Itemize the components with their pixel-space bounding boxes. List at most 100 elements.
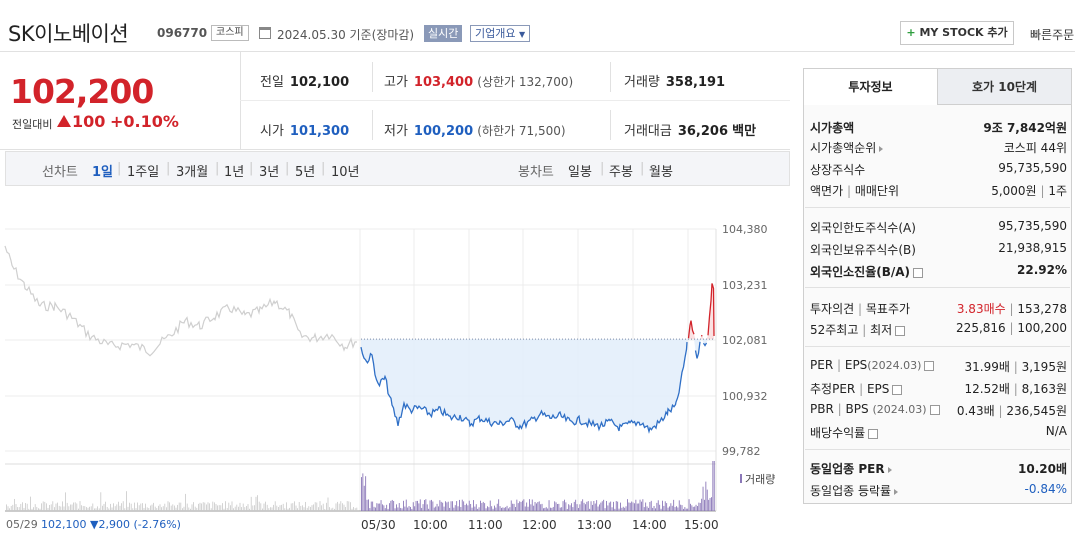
- volume-bar: [606, 500, 607, 511]
- volume-bar: [12, 504, 14, 511]
- volume-bar: [544, 507, 546, 511]
- volume-bar: [564, 499, 565, 511]
- separator: |: [166, 161, 171, 176]
- volume-bar: [457, 506, 459, 511]
- tab-orderbook[interactable]: 호가 10단계: [938, 69, 1071, 105]
- volume-bar: [669, 506, 670, 511]
- volume-bar: [262, 508, 263, 511]
- volume-bar: [540, 504, 542, 511]
- volume-bar: [154, 506, 156, 511]
- volume-bar: [589, 508, 591, 511]
- candle-monthly[interactable]: 월봉: [649, 165, 673, 180]
- volume-bar: [373, 506, 375, 511]
- volume-bar: [233, 508, 234, 511]
- help-icon[interactable]: [868, 428, 879, 439]
- volume-bar: [26, 503, 28, 511]
- volume-bar: [287, 508, 289, 511]
- volume-bar: [190, 508, 191, 511]
- volume-bar: [673, 499, 675, 511]
- volume-bar: [34, 504, 36, 511]
- divider: [805, 346, 1070, 347]
- period-1y[interactable]: 1년: [224, 165, 245, 180]
- volume-bar: [311, 505, 313, 511]
- realtime-button[interactable]: 실시간: [424, 25, 463, 42]
- volume-bar: [555, 502, 557, 511]
- volume-bar: [685, 508, 687, 511]
- market-badge: 코스피: [211, 25, 249, 41]
- volume-bar: [39, 508, 41, 511]
- volume-bar: [111, 507, 113, 511]
- volume-bar: [366, 499, 368, 511]
- volume-bar: [298, 502, 300, 511]
- volume-bar: [87, 507, 89, 511]
- volume-bar: [73, 502, 74, 511]
- volume-bar: [440, 501, 442, 511]
- volume-bar: [492, 508, 494, 511]
- volume-bar: [390, 500, 392, 511]
- add-mystock-button[interactable]: + MY STOCK 추가: [900, 21, 1014, 45]
- volume-bar: [678, 500, 680, 511]
- volume-bar: [552, 506, 554, 511]
- help-icon[interactable]: [924, 360, 935, 371]
- volume-bar: [484, 503, 486, 511]
- volume-bar: [241, 507, 242, 511]
- volume-bar: [652, 507, 654, 511]
- volume-bar: [210, 508, 212, 511]
- volume-bar: [362, 473, 364, 511]
- quick-order-link[interactable]: 빠른주문: [1030, 28, 1075, 42]
- x-tick: 11:00: [468, 518, 503, 532]
- volume-bar: [443, 506, 445, 511]
- volume-bar: [318, 507, 319, 511]
- volume-bar: [537, 502, 539, 511]
- period-3y[interactable]: 3년: [259, 165, 280, 180]
- period-3m[interactable]: 3개월: [176, 165, 209, 180]
- volume-bar: [601, 501, 603, 511]
- volume-bar: [517, 503, 519, 511]
- separator: |: [321, 161, 326, 176]
- candle-weekly[interactable]: 주봉: [609, 165, 633, 180]
- volume-bar: [631, 501, 633, 511]
- volume-bar: [713, 461, 715, 511]
- volume-bar: [597, 506, 599, 511]
- volume-bar: [118, 501, 119, 511]
- divider: [805, 207, 1070, 208]
- help-icon[interactable]: [892, 384, 903, 395]
- period-10y[interactable]: 10년: [331, 165, 360, 180]
- company-overview-dropdown[interactable]: 기업개요 ▼: [470, 25, 531, 42]
- volume-bar: [491, 506, 493, 511]
- separator: |: [640, 161, 645, 176]
- price-chart[interactable]: 104,380 103,231 102,081 100,932 99,782 거…: [0, 186, 790, 547]
- period-5y[interactable]: 5년: [295, 165, 316, 180]
- help-icon[interactable]: [929, 404, 940, 415]
- volume-bar: [28, 508, 30, 511]
- separator: |: [249, 161, 254, 176]
- volume-bar: [58, 505, 60, 511]
- help-icon[interactable]: [913, 267, 924, 278]
- x-tick: 12:00: [522, 518, 557, 532]
- industry-per-row[interactable]: 동일업종 PER 10.20배: [810, 462, 1067, 476]
- volume-bar: [268, 508, 270, 511]
- volume-bar: [103, 503, 105, 511]
- price-chart-svg: [4, 228, 717, 512]
- volume-bar: [350, 502, 351, 511]
- volume-bar: [274, 501, 276, 511]
- volume-bar: [575, 499, 577, 511]
- volume-bar: [671, 505, 673, 511]
- period-1d[interactable]: 1일: [92, 165, 114, 180]
- help-icon[interactable]: [895, 325, 906, 336]
- volume-bar: [329, 507, 330, 511]
- volume-bar: [247, 504, 249, 511]
- volume-bar: [270, 507, 271, 511]
- volume-bar: [446, 502, 448, 511]
- market-cap-rank-row[interactable]: 시가총액순위 코스피 44위: [810, 141, 1067, 155]
- volume-bar: [226, 508, 228, 511]
- industry-change-row[interactable]: 동일업종 등락률 -0.84%: [810, 482, 1067, 498]
- volume-bar: [238, 506, 239, 511]
- volume-bar: [271, 507, 273, 511]
- volume-bar: [370, 501, 372, 511]
- period-1w[interactable]: 1주일: [127, 165, 160, 180]
- market-cap-row: 시가총액 9조 7,842억원: [810, 121, 1067, 135]
- candle-daily[interactable]: 일봉: [568, 165, 592, 180]
- tab-investment-info[interactable]: 투자정보: [804, 69, 938, 105]
- volume-bar: [183, 506, 185, 511]
